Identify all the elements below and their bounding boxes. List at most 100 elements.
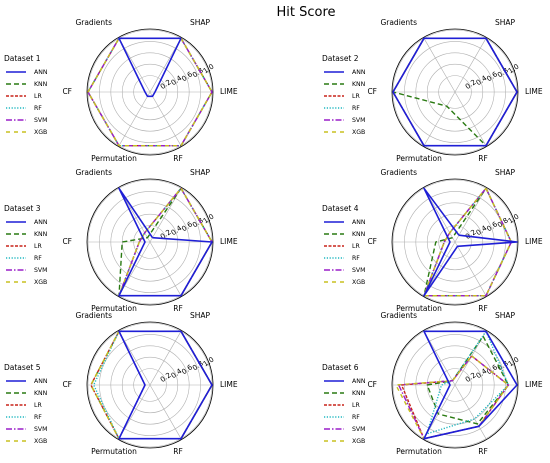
legend-label-xgb: XGB — [34, 279, 47, 286]
legend-label-ann: ANN — [352, 219, 366, 226]
category-label-shap: SHAP — [495, 168, 516, 177]
spoke-line — [454, 188, 487, 243]
category-label-cf: CF — [367, 87, 377, 96]
legend: Dataset 1 ANN KNN LR RF SVM XGB — [4, 54, 48, 136]
legend-label-lr: LR — [352, 402, 360, 409]
legend-label-knn: KNN — [352, 231, 366, 238]
legend-label-xgb: XGB — [34, 129, 47, 136]
legend: Dataset 4 ANN KNN LR RF SVM XGB — [322, 204, 366, 286]
series-line-ann — [423, 187, 518, 297]
legend-label-ann: ANN — [34, 219, 48, 226]
legend-label-knn: KNN — [34, 231, 48, 238]
category-label-cf: CF — [367, 237, 377, 246]
legend-label-knn: KNN — [352, 390, 366, 397]
spoke-line — [149, 188, 182, 243]
polar-frame — [86, 28, 214, 156]
series-line-ann — [423, 330, 518, 440]
spoke-line — [149, 331, 182, 386]
polar-frame — [86, 178, 214, 306]
legend-label-svm: SVM — [34, 267, 48, 274]
category-label-gradients: Gradients — [75, 18, 112, 27]
radial-tick-label: 1.0 — [507, 212, 521, 225]
legend-title: Dataset 5 — [4, 363, 41, 372]
radial-tick-label: 1.0 — [507, 62, 521, 75]
category-label-gradients: Gradients — [380, 311, 417, 320]
radar-panel-5: 0.20.40.60.81.0SHAPLIMERFPermutationCFGr… — [4, 311, 238, 456]
legend-label-rf: RF — [34, 105, 42, 112]
spoke-line — [423, 91, 456, 146]
radar-panel-6: 0.20.40.60.81.0SHAPLIMERFPermutationCFGr… — [322, 311, 543, 456]
legend-label-xgb: XGB — [352, 279, 365, 286]
radar-panel-4: 0.20.40.60.81.0SHAPLIMERFPermutationCFGr… — [322, 168, 543, 313]
series-line-xgb — [87, 37, 213, 147]
legend-label-lr: LR — [352, 93, 360, 100]
category-label-permutation: Permutation — [396, 447, 442, 456]
spoke-line — [454, 91, 487, 146]
spoke-line — [423, 38, 456, 93]
legend-label-svm: SVM — [34, 117, 48, 124]
legend: Dataset 3 ANN KNN LR RF SVM XGB — [4, 204, 48, 286]
legend-label-lr: LR — [34, 402, 42, 409]
series-line-ann — [118, 187, 213, 297]
category-label-cf: CF — [62, 237, 72, 246]
radar-panels: 0.20.40.60.81.0SHAPLIMERFPermutationCFGr… — [4, 18, 543, 456]
category-label-shap: SHAP — [495, 311, 516, 320]
category-label-rf: RF — [173, 447, 183, 456]
category-label-cf: CF — [367, 380, 377, 389]
spoke-line — [454, 241, 487, 296]
category-label-lime: LIME — [525, 380, 543, 389]
legend-label-svm: SVM — [352, 426, 366, 433]
legend-label-lr: LR — [352, 243, 360, 250]
category-label-permutation: Permutation — [91, 447, 137, 456]
radar-panel-1: 0.20.40.60.81.0SHAPLIMERFPermutationCFGr… — [4, 18, 238, 163]
radar-panel-2: 0.20.40.60.81.0SHAPLIMERFPermutationCFGr… — [322, 18, 543, 163]
category-label-shap: SHAP — [190, 311, 211, 320]
radial-tick-label: 1.0 — [202, 62, 216, 75]
legend: Dataset 5 ANN KNN LR RF SVM XGB — [4, 363, 48, 445]
legend-label-ann: ANN — [34, 69, 48, 76]
category-label-gradients: Gradients — [75, 168, 112, 177]
spoke-line — [149, 91, 182, 146]
spoke-line — [149, 384, 182, 439]
radial-tick-label: 1.0 — [202, 212, 216, 225]
category-label-rf: RF — [173, 304, 183, 313]
polar-frame — [391, 28, 519, 156]
category-label-lime: LIME — [525, 237, 543, 246]
legend-label-svm: SVM — [352, 117, 366, 124]
category-label-permutation: Permutation — [91, 154, 137, 163]
legend-label-knn: KNN — [34, 390, 48, 397]
legend-label-lr: LR — [34, 243, 42, 250]
category-label-cf: CF — [62, 380, 72, 389]
category-label-lime: LIME — [220, 87, 238, 96]
spoke-line — [454, 38, 487, 93]
legend-label-rf: RF — [352, 255, 360, 262]
polar-frame — [391, 321, 519, 449]
legend: Dataset 2 ANN KNN LR RF SVM XGB — [322, 54, 366, 136]
category-label-rf: RF — [478, 304, 488, 313]
category-label-gradients: Gradients — [380, 168, 417, 177]
category-label-gradients: Gradients — [380, 18, 417, 27]
category-label-rf: RF — [478, 154, 488, 163]
spoke-line — [118, 91, 151, 146]
category-label-rf: RF — [478, 447, 488, 456]
series-line-ann — [118, 37, 182, 98]
legend-title: Dataset 2 — [322, 54, 359, 63]
radial-tick-label: 1.0 — [507, 355, 521, 368]
category-label-lime: LIME — [220, 380, 238, 389]
category-label-rf: RF — [173, 154, 183, 163]
legend-label-rf: RF — [34, 255, 42, 262]
legend-label-rf: RF — [352, 105, 360, 112]
legend-label-ann: ANN — [352, 69, 366, 76]
legend-label-svm: SVM — [34, 426, 48, 433]
radar-panel-3: 0.20.40.60.81.0SHAPLIMERFPermutationCFGr… — [4, 168, 238, 313]
series-line-ann — [118, 330, 213, 440]
legend-label-knn: KNN — [34, 81, 48, 88]
polar-frame — [391, 178, 519, 306]
legend-title: Dataset 3 — [4, 204, 41, 213]
legend-label-rf: RF — [34, 414, 42, 421]
legend-label-rf: RF — [352, 414, 360, 421]
category-label-cf: CF — [62, 87, 72, 96]
legend-title: Dataset 1 — [4, 54, 41, 63]
legend-label-xgb: XGB — [34, 438, 47, 445]
